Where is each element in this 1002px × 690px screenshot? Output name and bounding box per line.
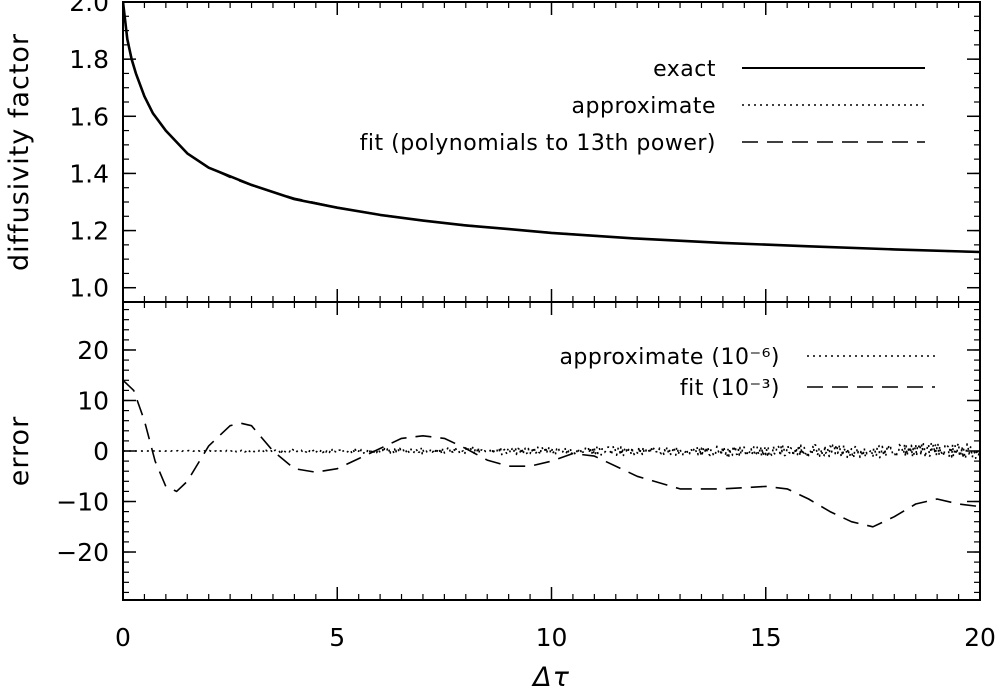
y-tick-label: 2.0	[69, 0, 109, 17]
y-axis-title: error	[4, 416, 35, 486]
y-tick-label: 0	[93, 437, 109, 466]
x-tick-label: 15	[750, 623, 782, 652]
y-tick-label: −20	[56, 538, 109, 567]
series-line-dotted	[123, 2, 980, 253]
bottom-panel: −20 −10 0 10 20 error approximate (10⁻⁶) fit (1…	[4, 301, 981, 601]
y-tick-label: 20	[77, 336, 109, 365]
y-tick-label: 1.0	[69, 274, 109, 303]
legend-label: fit (polynomials to 13th power)	[360, 131, 716, 156]
legend-label: approximate	[572, 94, 716, 119]
y-tick-label: 10	[77, 386, 109, 415]
x-tick-label: 20	[964, 623, 996, 652]
x-tick-label: 0	[115, 623, 131, 652]
series-line-dotted	[123, 442, 980, 460]
series-line-dashed	[123, 379, 980, 528]
series-line-solid	[123, 2, 980, 254]
legend-label: exact	[653, 57, 716, 82]
y-tick-label: −10	[56, 488, 109, 517]
y-tick-label: 1.8	[69, 45, 109, 74]
x-tick-label: 10	[536, 623, 568, 652]
x-tick-label: 5	[329, 623, 345, 652]
y-tick-label: 1.2	[69, 217, 109, 246]
legend-label: approximate (10⁻⁶)	[559, 345, 780, 370]
series-line-dashed	[123, 4, 980, 254]
y-tick-label: 1.6	[69, 102, 109, 131]
legend-label: fit (10⁻³)	[680, 376, 780, 401]
plot-frame	[122, 301, 981, 601]
x-axis: 0 5 10 15 20 Δτ	[115, 623, 996, 690]
y-axis-title: diffusivity factor	[4, 33, 35, 271]
x-axis-title: Δτ	[531, 662, 570, 690]
y-tick-label: 1.4	[69, 159, 109, 188]
top-panel: 1.0 1.2 1.4 1.6 1.8 2.0 diffusivity factor exac…	[4, 0, 981, 303]
